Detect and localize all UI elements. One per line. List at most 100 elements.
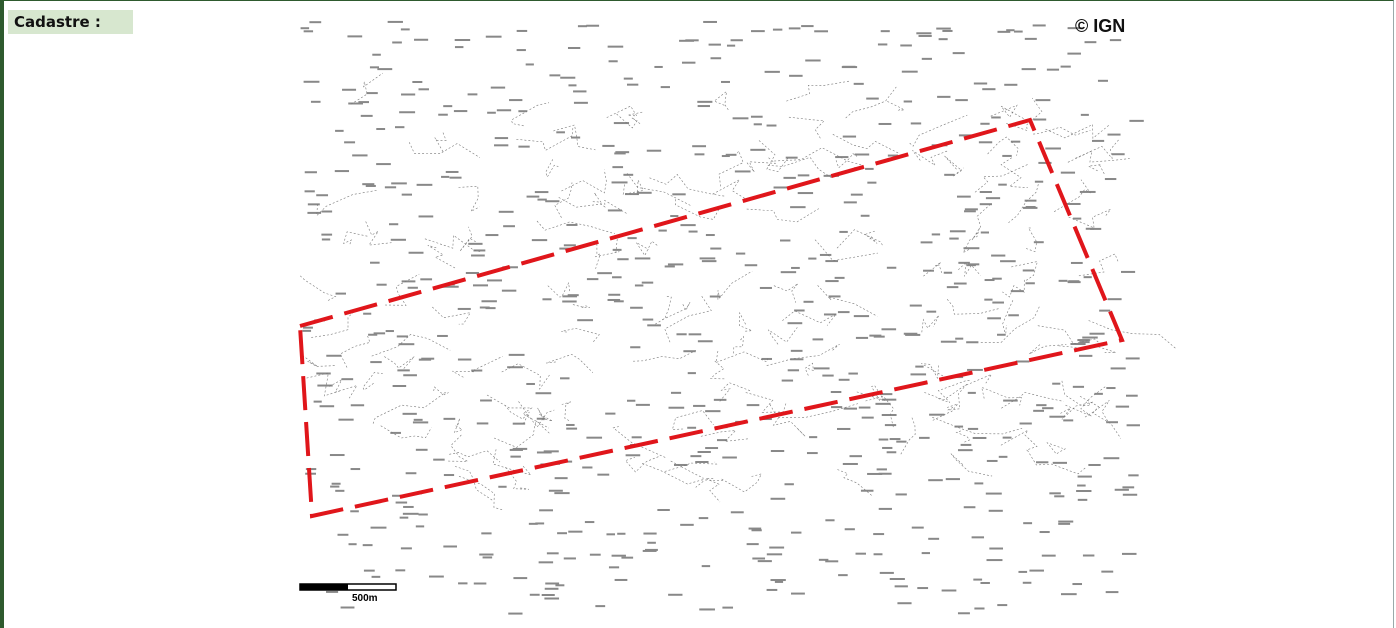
parcel-line	[372, 393, 444, 424]
parcel-line	[434, 132, 447, 153]
parcel-label	[1049, 415, 1065, 418]
parcel-label	[1082, 554, 1095, 557]
parcel-label	[842, 65, 856, 68]
parcel-label	[1003, 399, 1018, 402]
parcel-label	[1067, 27, 1084, 30]
parcel-label	[623, 77, 633, 80]
parcel-label	[573, 101, 588, 104]
parcel-label	[612, 166, 624, 169]
parcel-label	[748, 527, 762, 530]
parcel-label	[617, 532, 626, 535]
parcel-label	[1088, 463, 1101, 466]
parcel-label	[919, 436, 930, 439]
parcel-label	[861, 416, 874, 419]
parcel-label	[694, 153, 705, 156]
parcel-label	[316, 372, 331, 375]
parcel-label	[957, 612, 970, 615]
parcel-label	[697, 450, 711, 453]
parcel-line	[546, 354, 594, 373]
parcel-label	[955, 99, 968, 102]
parcel-label	[830, 391, 842, 394]
parcel-label	[608, 293, 621, 296]
parcel-line	[980, 305, 1040, 343]
parcel-label	[541, 594, 555, 597]
parcel-label	[304, 171, 317, 174]
parcel-label	[979, 203, 993, 206]
parcel-label	[991, 116, 1001, 119]
parcel-label	[418, 358, 432, 361]
parcel-label	[764, 70, 780, 73]
parcel-label	[937, 95, 951, 98]
parcel-label	[1089, 332, 1105, 335]
parcel-line	[974, 164, 1028, 193]
parcel-line	[715, 351, 769, 363]
parcel-label	[494, 144, 509, 147]
parcel-line	[718, 150, 744, 187]
parcel-label	[980, 231, 989, 234]
parcel-label	[1079, 341, 1090, 344]
parcel-label	[498, 210, 514, 213]
parcel-line	[1001, 392, 1064, 409]
parcel-line	[946, 299, 1001, 315]
parcel-line	[1068, 208, 1112, 229]
parcel-label	[614, 578, 628, 581]
parcel-line	[316, 189, 378, 217]
parcel-line	[804, 362, 814, 377]
parcel-label	[472, 284, 489, 287]
parcel-label	[750, 115, 763, 118]
parcel-label	[943, 271, 953, 274]
parcel-label	[442, 285, 459, 288]
parcel-label	[801, 25, 814, 28]
parcel-label	[566, 223, 578, 226]
parcel-line	[1027, 450, 1086, 475]
parcel-label	[458, 582, 468, 585]
parcel-label	[895, 493, 907, 496]
parcel-label	[1121, 270, 1136, 273]
parcel-label	[482, 556, 493, 559]
parcel-label	[926, 310, 937, 313]
parcel-line	[832, 134, 900, 154]
parcel-label	[865, 167, 874, 170]
parcel-label	[1067, 52, 1081, 55]
parcel-label	[963, 247, 980, 250]
parcel-label	[911, 526, 924, 529]
parcel-line	[516, 127, 574, 151]
parcel-label	[400, 547, 412, 550]
parcel-label	[501, 289, 517, 292]
parcel-label	[923, 269, 934, 272]
parcel-label	[1079, 190, 1096, 193]
parcel-label	[1024, 37, 1037, 40]
parcel-label	[508, 353, 525, 356]
parcel-label	[344, 141, 356, 144]
parcel-label	[1125, 394, 1138, 397]
parcel-label	[510, 455, 521, 458]
parcel-label	[454, 39, 471, 42]
parcel-label	[507, 366, 523, 369]
parcel-label	[577, 319, 593, 322]
parcel-line	[1065, 386, 1106, 417]
parcel-label	[647, 324, 661, 327]
parcel-label	[879, 393, 893, 396]
parcel-label	[350, 468, 361, 471]
parcel-label	[443, 545, 457, 548]
parcel-label	[626, 83, 639, 86]
parcel-line	[835, 153, 858, 169]
parcel-label	[991, 254, 1006, 257]
parcel-line	[817, 285, 878, 317]
parcel-label	[1058, 520, 1074, 523]
parcel-label	[391, 182, 407, 185]
parcel-label	[1036, 461, 1049, 464]
parcel-label	[1022, 269, 1035, 272]
parcel-line	[836, 229, 884, 249]
parcel-label	[309, 21, 322, 24]
parcel-label	[1128, 474, 1139, 477]
parcel-label	[389, 223, 399, 226]
parcel-line	[592, 199, 629, 215]
parcel-label	[568, 530, 583, 533]
parcel-label	[843, 407, 858, 410]
parcel-line	[561, 169, 607, 194]
parcel-label	[416, 183, 433, 186]
parcel-label	[360, 114, 373, 117]
parcel-label	[607, 298, 621, 301]
parcel-label	[621, 556, 634, 559]
